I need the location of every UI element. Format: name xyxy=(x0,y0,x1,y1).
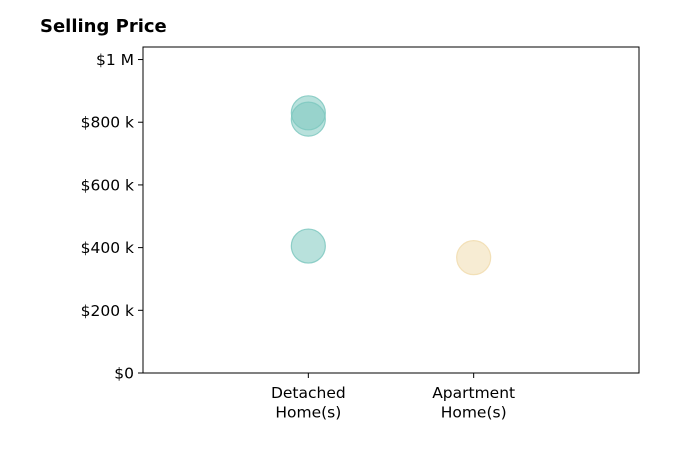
y-tick-label: $0 xyxy=(114,365,134,383)
y-tick-label: $200 k xyxy=(81,302,134,320)
y-tick-label: $1 M xyxy=(96,51,134,69)
data-point xyxy=(290,101,326,137)
data-point xyxy=(456,240,492,276)
y-tick-label: $400 k xyxy=(81,239,134,257)
x-tick-label: Home(s) xyxy=(275,404,341,422)
y-tick-label: $800 k xyxy=(81,114,134,132)
data-point xyxy=(290,228,326,264)
plot-frame xyxy=(142,46,640,374)
x-tick-label: Apartment xyxy=(432,384,515,402)
y-tick-label: $600 k xyxy=(81,176,134,194)
chart-title: Selling Price xyxy=(40,16,167,37)
x-tick-label: Detached xyxy=(271,384,346,402)
x-tick-label: Home(s) xyxy=(441,404,507,422)
